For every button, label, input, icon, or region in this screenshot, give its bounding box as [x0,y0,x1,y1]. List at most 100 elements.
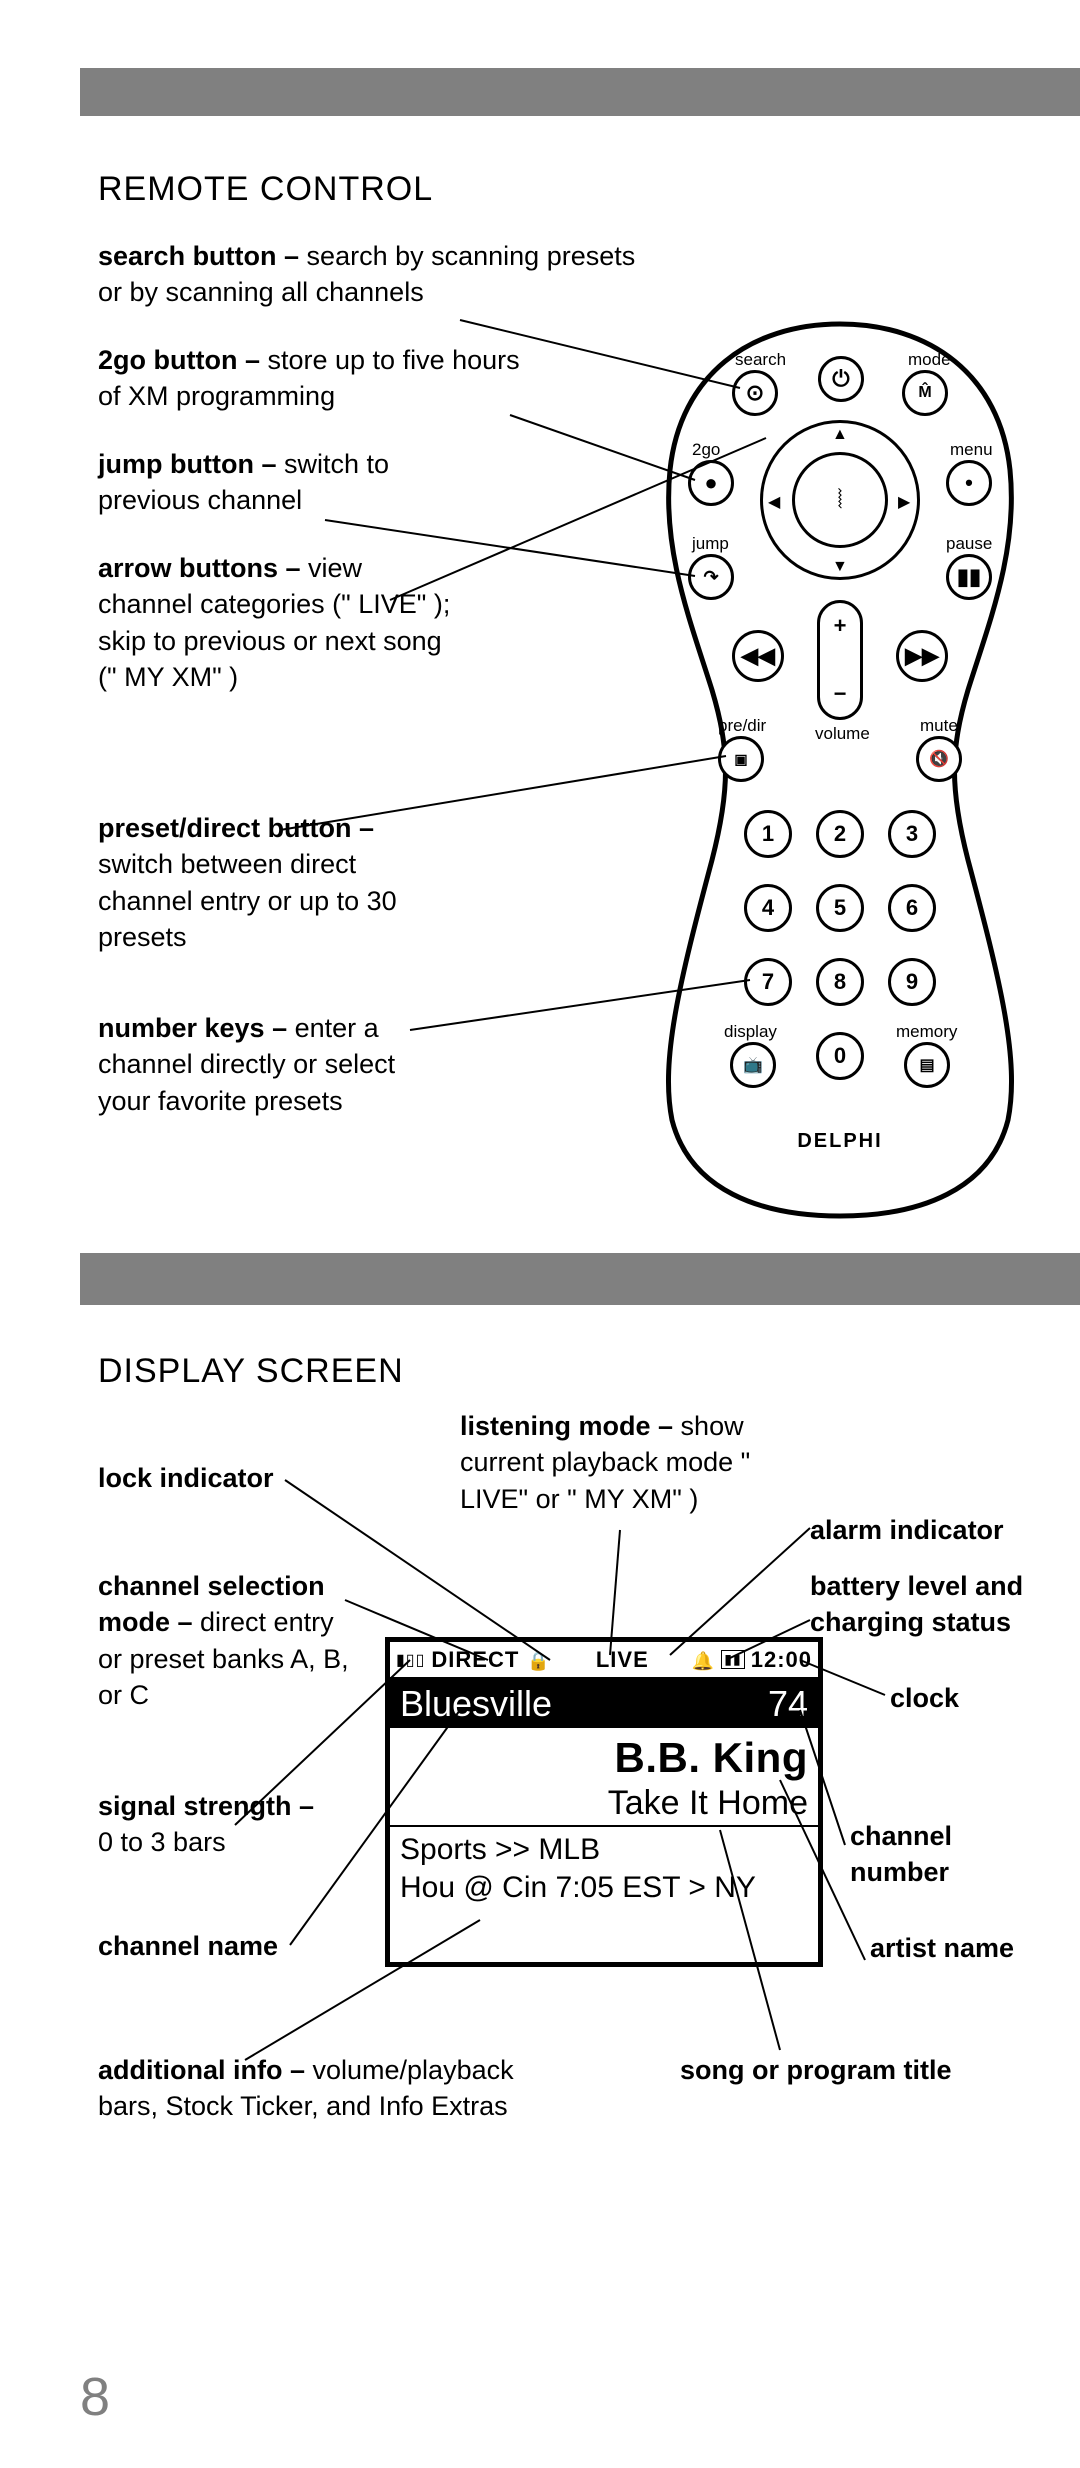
brand-label: DELPHI [797,1130,882,1153]
volume-rocker[interactable]: + − [817,600,863,720]
label-volume: volume [815,724,870,744]
mid-gray-bar [80,1253,1080,1305]
callout-clock-bold: clock [890,1683,959,1713]
num-3[interactable]: 3 [888,810,936,858]
lcd-clock: 12:00 [751,1647,812,1673]
lcd-song: Take It Home [400,1784,808,1823]
dpad-down-icon: ▼ [832,558,848,576]
num-9-label: 9 [906,969,918,995]
label-2go: 2go [692,440,720,460]
callout-search-bold: search button – [98,241,299,271]
lcd-status-bar: ▮▯▯ DIRECT LIVE ▮▮ 12:00 [390,1642,818,1680]
lcd-chnum: 74 [768,1683,808,1725]
callout-signal-bold: signal strength – [98,1791,314,1821]
callout-alarm: alarm indicator [810,1512,1070,1548]
lcd-screen: ▮▯▯ DIRECT LIVE ▮▮ 12:00 Bluesville 74 B… [385,1637,823,1967]
lcd-channel-band: Bluesville 74 [390,1680,818,1728]
menu-button[interactable]: • [946,460,992,506]
num-4[interactable]: 4 [744,884,792,932]
num-4-label: 4 [762,895,774,921]
callout-battery-bold: battery level and charging status [810,1571,1023,1637]
num-6-label: 6 [906,895,918,921]
pause-icon: ▮▮ [957,564,981,590]
num-1-label: 1 [762,821,774,847]
callout-chnum: channel number [850,1818,1030,1891]
lock-icon [527,1647,550,1673]
num-3-label: 3 [906,821,918,847]
label-menu: menu [950,440,993,460]
lcd-main: B.B. King Take It Home [390,1728,818,1825]
display-title: DISPLAY SCREEN [98,1352,404,1391]
num-8-label: 8 [834,969,846,995]
power-icon: ⏻ [832,366,849,392]
bell-icon [692,1647,715,1673]
num-6[interactable]: 6 [888,884,936,932]
callout-signal: signal strength – 0 to 3 bars [98,1788,318,1861]
dpad-right-icon: ▶ [898,492,910,512]
menu-icon: • [965,470,973,496]
2go-button[interactable]: ● [688,460,734,506]
label-mute: mute [920,716,958,736]
callout-clock: clock [890,1680,1050,1716]
callout-chnum-bold: channel number [850,1821,952,1887]
record-icon: ● [704,470,717,496]
callout-artist-bold: artist name [870,1933,1014,1963]
lcd-modesel: DIRECT [431,1647,519,1673]
callout-chname-bold: channel name [98,1931,278,1961]
dpad-inner[interactable]: ⦚ [792,452,888,548]
callout-preset-text: switch between direct channel entry or u… [98,849,397,952]
label-predir: pre/dir [718,716,766,736]
pause-button[interactable]: ▮▮ [946,554,992,600]
num-2-label: 2 [834,821,846,847]
callout-chsel: channel selection mode – direct entry or… [98,1568,358,1714]
num-5[interactable]: 5 [816,884,864,932]
callout-alarm-bold: alarm indicator [810,1515,1004,1545]
num-0-label: 0 [834,1043,846,1069]
ffwd-button[interactable]: ▶▶ [896,630,948,682]
callout-preset: preset/direct button – switch between di… [98,810,448,956]
vol-plus-icon: + [834,613,847,639]
rewind-icon: ◀◀ [741,643,775,669]
num-2[interactable]: 2 [816,810,864,858]
callout-lock: lock indicator [98,1460,318,1496]
vol-minus-icon: − [834,681,847,707]
label-jump: jump [692,534,729,554]
label-memory: memory [896,1022,957,1042]
xm-icon: ⦚ [837,484,842,516]
display-icon: 📺 [743,1055,763,1075]
dpad-up-icon: ▲ [832,426,848,444]
battery-icon: ▮▮ [721,1650,744,1669]
display-button[interactable]: 📺 [730,1042,776,1088]
search-button[interactable]: ⊙ [732,370,778,416]
rewind-button[interactable]: ◀◀ [732,630,784,682]
mode-button[interactable]: M̂ [902,370,948,416]
label-display: display [724,1022,777,1042]
callout-lock-bold: lock indicator [98,1463,274,1493]
num-1[interactable]: 1 [744,810,792,858]
num-0[interactable]: 0 [816,1032,864,1080]
mute-button[interactable]: 🔇 [916,736,962,782]
callout-listen: listening mode – show current playback m… [460,1408,800,1517]
num-8[interactable]: 8 [816,958,864,1006]
lcd-info2: Hou @ Cin 7:05 EST > NY [400,1869,808,1907]
memory-button[interactable]: ▤ [904,1042,950,1088]
predir-button[interactable]: ▣ [718,736,764,782]
callout-arrows-bold: arrow buttons – [98,553,301,583]
callout-jump-bold: jump button – [98,449,276,479]
memory-icon: ▤ [919,1055,934,1075]
callout-2go-bold: 2go button – [98,345,260,375]
num-9[interactable]: 9 [888,958,936,1006]
jump-button[interactable]: ↷ [688,554,734,600]
dpad-left-icon: ◀ [768,492,780,512]
lcd-artist: B.B. King [400,1734,808,1782]
page: REMOTE CONTROL search button – search by… [80,0,1080,2468]
lcd-live: LIVE [559,1647,686,1673]
callout-preset-bold: preset/direct button – [98,813,374,843]
signal-icon: ▮▯▯ [396,1650,425,1670]
callout-numbers: number keys – enter a channel directly o… [98,1010,448,1119]
num-7[interactable]: 7 [744,958,792,1006]
power-button[interactable]: ⏻ [818,356,864,402]
predir-icon: ▣ [734,751,747,768]
top-gray-bar [80,68,1080,116]
lcd-chname: Bluesville [400,1683,552,1725]
